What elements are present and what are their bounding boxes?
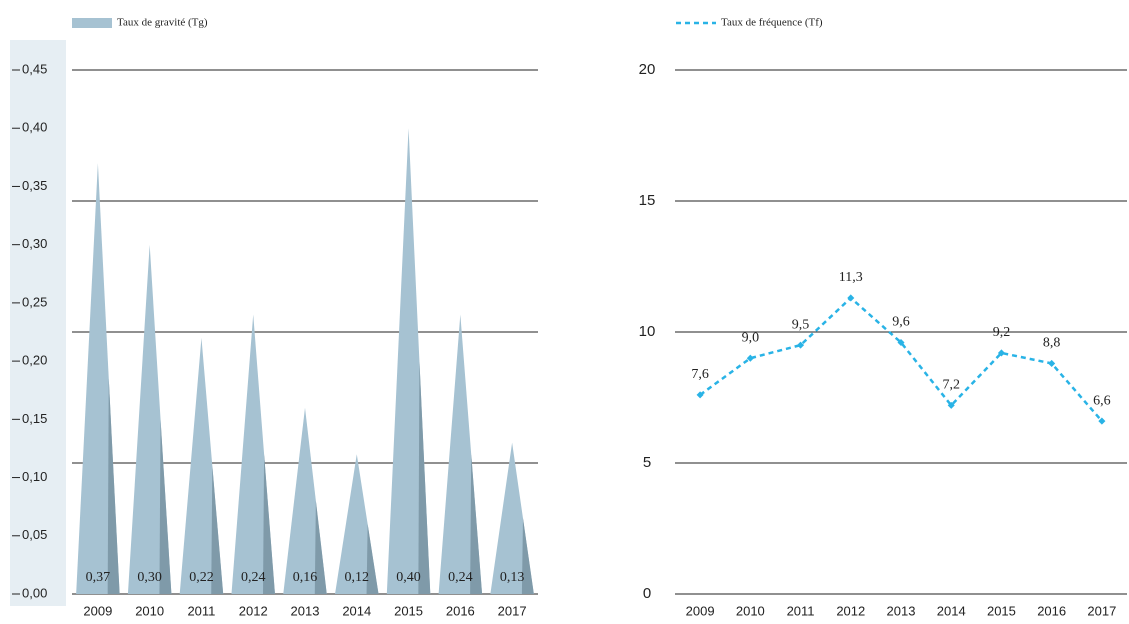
data-label: 0,12 [345,570,370,585]
x-tick-label: 2011 [787,603,815,618]
data-label: 0,24 [241,570,266,585]
y-tick-label: 0,00 [22,585,47,600]
bar-shade [418,361,431,594]
data-label: 9,6 [892,315,910,330]
x-tick-label: 2009 [83,603,112,618]
data-label: 0,40 [396,570,421,585]
data-label: 9,5 [792,317,810,332]
y-tick-label: 0,05 [22,527,47,542]
point [947,401,955,409]
bar [179,337,224,594]
data-label: 11,3 [839,270,863,285]
bar [335,454,379,594]
x-tick-label: 2011 [187,603,215,618]
y-tick-label: 0,45 [22,61,47,76]
data-label: 0,22 [189,570,214,585]
bar [76,163,120,594]
y-tick-label: 0,25 [22,294,47,309]
y-tick-label: 5 [643,454,651,471]
y-tick-label: 0 [643,585,651,602]
bar [231,314,275,594]
x-tick-label: 2009 [686,603,715,618]
data-label: 0,24 [448,570,473,585]
legend-label: Taux de fréquence (Tf) [721,17,823,29]
x-tick-label: 2012 [836,603,865,618]
point [746,354,754,362]
x-tick-label: 2012 [239,603,268,618]
bar-shade [211,465,224,594]
y-tick-label: 0,20 [22,353,47,368]
point [847,294,855,302]
bar [283,407,327,594]
x-tick-label: 2015 [394,603,423,618]
data-label: 6,6 [1093,393,1111,408]
point [797,341,805,349]
bar-shade [263,454,275,594]
bar [386,128,431,594]
bar [490,442,534,594]
bar-shade [107,378,120,594]
point [1098,417,1106,425]
point [696,391,704,399]
y-tick-label: 0,30 [22,236,47,251]
bar-shade [314,500,327,594]
y-tick-label: 0,40 [22,120,47,135]
x-tick-label: 2013 [291,603,320,618]
y-tick-label: 10 [639,323,656,340]
bar [127,244,172,594]
data-label: 7,6 [691,367,709,382]
bar-shade [366,524,379,594]
axis-band [10,40,66,606]
data-label: 9,2 [993,325,1011,340]
bar-shade [470,454,483,594]
y-tick-label: 20 [639,61,656,78]
data-label: 7,2 [942,378,960,393]
x-tick-label: 2013 [887,603,916,618]
x-tick-label: 2017 [1087,603,1116,618]
x-tick-label: 2015 [987,603,1016,618]
data-label: 9,0 [742,330,760,345]
x-tick-label: 2014 [937,603,966,618]
data-label: 0,13 [500,570,525,585]
x-tick-label: 2016 [446,603,475,618]
data-label: 0,30 [137,570,162,585]
y-tick-label: 0,10 [22,469,47,484]
legend-label: Taux de gravité (Tg) [117,17,208,29]
bar-shade [521,518,534,594]
x-tick-label: 2014 [342,603,371,618]
y-tick-label: 0,35 [22,178,47,193]
y-tick-label: 0,15 [22,411,47,426]
data-label: 8,8 [1043,336,1061,351]
bar [438,314,483,594]
point [997,349,1005,357]
legend-swatch [72,18,112,28]
x-tick-label: 2010 [135,603,164,618]
y-tick-label: 15 [639,192,656,209]
data-label: 0,16 [293,570,318,585]
point [1048,359,1056,367]
x-tick-label: 2016 [1037,603,1066,618]
x-tick-label: 2017 [498,603,527,618]
bar-shade [159,419,172,594]
point [897,338,905,347]
data-label: 0,37 [86,570,111,585]
x-tick-label: 2010 [736,603,765,618]
